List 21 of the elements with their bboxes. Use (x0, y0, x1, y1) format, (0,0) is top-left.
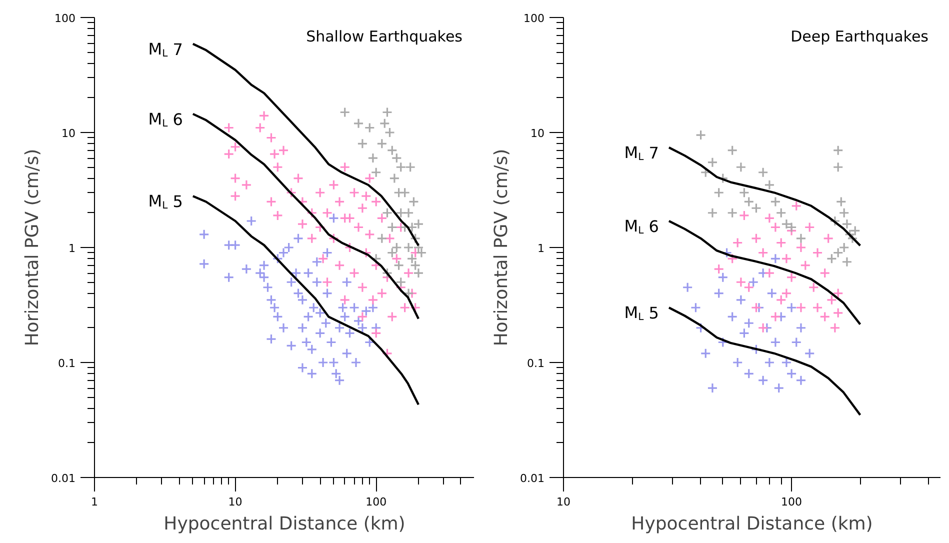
x-tick-label: 1 (91, 496, 98, 508)
x-tick-label: 100 (366, 496, 387, 508)
x-tick-label: 10 (556, 496, 570, 508)
y-axis-title: Horizontal PGV (cm/s) (491, 148, 512, 346)
y-tick-label: 0.1 (58, 357, 76, 370)
y-tick-label: 10 (530, 127, 545, 140)
x-tick-label: 10 (228, 496, 242, 508)
y-axis-title: Horizontal PGV (cm/s) (22, 148, 44, 346)
y-tick-label: 0.01 (51, 472, 76, 485)
text: Deep Earthquakes (790, 28, 929, 46)
y-tick-label: 1 (538, 242, 544, 255)
y-tick-label: 1 (68, 242, 76, 255)
x-axis-title: Hypocentral Distance (km) (631, 514, 873, 534)
y-tick-label: 10 (62, 127, 76, 140)
y-tick-label: 100 (524, 12, 545, 25)
x-tick-label: 100 (781, 496, 802, 508)
y-tick-label: 100 (54, 12, 76, 25)
text: Shallow Earthquakes (306, 28, 463, 46)
x-axis-title: Hypocentral Distance (km) (164, 514, 406, 534)
y-tick-label: 0.01 (520, 472, 545, 485)
y-tick-label: 0.1 (527, 357, 545, 370)
